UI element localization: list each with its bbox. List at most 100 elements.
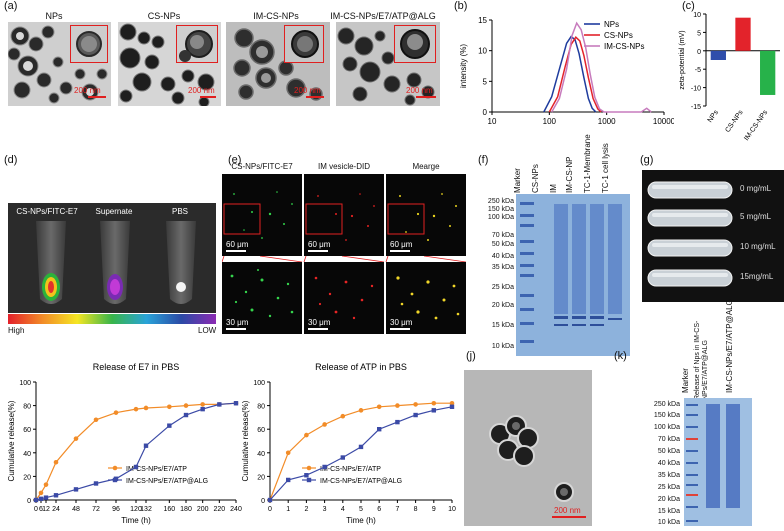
c-y-tick-label: -10 <box>691 86 701 93</box>
chart-c: -15 -10 -5 0 5 10 zeta-potential (mV) NPs CS-NPs… <box>679 12 780 142</box>
c-category-label-1: CS-NPs <box>724 109 745 134</box>
i-x-tick-label: 8 <box>414 506 418 513</box>
gel-f-kda-0: 250 kDa <box>487 198 514 205</box>
c-y-tick-label: 10 <box>693 12 701 19</box>
gel-f-kda-2: 100 kDa <box>487 214 514 221</box>
h-x-tick-label: 160 <box>163 506 175 513</box>
gel-f-lane-4: TC-1-Membrane <box>583 134 592 193</box>
panel-a-title-4: IM-CS-NPs/E7/ATP@ALG <box>330 11 436 21</box>
i-point-0-1 <box>285 450 291 456</box>
h-x-tick-label: 12 <box>42 506 50 513</box>
h-legend-marker-0 <box>112 465 118 471</box>
panel-a-title-3: IM-CS-NPs <box>253 11 299 21</box>
b-y-tick-label: 15 <box>478 16 487 25</box>
gel-f-bands <box>520 202 622 343</box>
h-x-tick-label: 200 <box>197 506 209 513</box>
gel-k-kda-8: 20 kDa <box>657 496 680 503</box>
gel-k <box>684 398 752 526</box>
scale-bar-e1 <box>226 250 246 252</box>
i-x-tick-label: 7 <box>395 506 399 513</box>
scale-bar-e5 <box>308 328 328 330</box>
gel-f-kda-8: 20 kDa <box>491 302 514 309</box>
i-legend-label-0: IM-CS-NPs/E7/ATP <box>320 466 381 473</box>
gel-k-lane-0: Marker <box>681 368 690 393</box>
h-x-tick-label: 6 <box>39 506 43 513</box>
i-x-tick-label: 0 <box>268 506 272 513</box>
gel-f-lane-5: TC-1 cell lysis <box>601 143 610 193</box>
scale-bar-e6 <box>390 328 410 330</box>
hydrogel-conc-2: 10 mg/mL <box>740 242 776 251</box>
b-series-line-1 <box>548 36 602 113</box>
gel-f-kda-9: 15 kDa <box>491 322 514 329</box>
i-point-0-2 <box>304 432 309 438</box>
b-y-label: intensity (%) <box>459 44 468 88</box>
confocal-red-top: 60 μm <box>304 174 384 256</box>
h-point-1-13 <box>233 401 239 406</box>
gel-k-kda-2: 100 kDa <box>653 424 680 431</box>
scale-bar-e3 <box>390 250 410 252</box>
h-point-1-10 <box>183 412 189 418</box>
h-point-1-1 <box>38 496 44 502</box>
confocal-merge-bottom: 30 μm <box>386 262 466 334</box>
gel-k-kda-4: 50 kDa <box>657 448 680 455</box>
h-point-1-9 <box>167 423 172 428</box>
b-legend-label-2: IM-CS-NPs <box>604 42 644 51</box>
i-x-tick-label: 5 <box>359 506 363 513</box>
i-x-tick-label: 2 <box>304 506 308 513</box>
i-point-1-4 <box>340 455 345 460</box>
h-legend-marker-1 <box>112 477 118 483</box>
scale-text-e2: 60 μm <box>308 240 331 249</box>
color-scale-bar <box>8 314 216 324</box>
tem-particles-alg <box>337 27 435 106</box>
gel-f-kda-3: 70 kDa <box>491 232 514 239</box>
panel-c-label: (c) <box>682 0 695 12</box>
hydrogel-conc-3: 15mg/mL <box>740 272 774 281</box>
i-legend-marker-0 <box>306 465 312 471</box>
i-point-0-5 <box>358 408 364 413</box>
h-legend-label-0: IM-CS-NPs/E7/ATP <box>126 466 187 473</box>
i-y-tick-label: 80 <box>257 404 265 411</box>
h-point-1-11 <box>200 406 205 412</box>
i-y-tick-label: 20 <box>257 474 265 481</box>
gel-k-bands <box>686 404 740 522</box>
gel-f-kda-1: 150 kDa <box>487 206 514 213</box>
h-series-line-1 <box>35 402 237 501</box>
i-title: Release of ATP in PBS <box>315 362 407 372</box>
i-point-1-10 <box>449 404 455 409</box>
hydrogel-photo: 0 mg/mL 5 mg/mL 10 mg/mL 15mg/mL <box>642 170 784 302</box>
hydrogel-conc-0: 0 mg/mL <box>740 184 772 193</box>
gel-f-lane-3: IM-CS-NP <box>565 156 574 193</box>
gel-f-kda-5: 40 kDa <box>491 253 514 260</box>
scale-text-a3: 200 nm <box>294 86 321 95</box>
tem-inset-alg <box>394 25 436 63</box>
c-y-label: zeta-potential (mV) <box>679 30 686 89</box>
h-y-tick-label: 0 <box>27 498 31 505</box>
gel-k-kda-9: 15 kDa <box>657 508 680 515</box>
gel-f-lane-0: Marker <box>513 168 522 193</box>
scale-bar-a2 <box>200 96 216 98</box>
b-series-line-2 <box>551 21 652 113</box>
scale-text-a2: 200 nm <box>188 86 215 95</box>
scale-text-j: 200 nm <box>554 506 581 515</box>
tem-image-im-cs-nps: 200 nm <box>226 22 330 106</box>
i-x-tick-label: 9 <box>432 506 436 513</box>
i-point-0-10 <box>449 400 455 406</box>
gel-k-lane-1: Release of Nps in IM-CS-NPs/E7/ATP@ALG <box>694 320 709 400</box>
h-point-1-12 <box>217 402 222 407</box>
c-bar-0 <box>710 50 726 60</box>
b-y-tick-label: 10 <box>478 47 487 56</box>
h-x-tick-label: 120 <box>130 506 142 513</box>
i-series-line-1 <box>269 406 453 501</box>
i-x-tick-label: 1 <box>286 506 290 513</box>
panel-e-label: (e) <box>228 154 242 166</box>
ivis-tubes <box>36 221 196 304</box>
c-y-tick-label: 0 <box>697 49 701 56</box>
scale-bar-e4 <box>226 328 246 330</box>
i-point-0-3 <box>322 422 327 427</box>
i-x-tick-label: 3 <box>323 506 327 513</box>
i-point-1-0 <box>267 497 273 503</box>
i-point-0-4 <box>340 413 346 419</box>
confocal-title-3: Mearge <box>412 162 440 171</box>
h-y-tick-label: 100 <box>19 380 31 387</box>
